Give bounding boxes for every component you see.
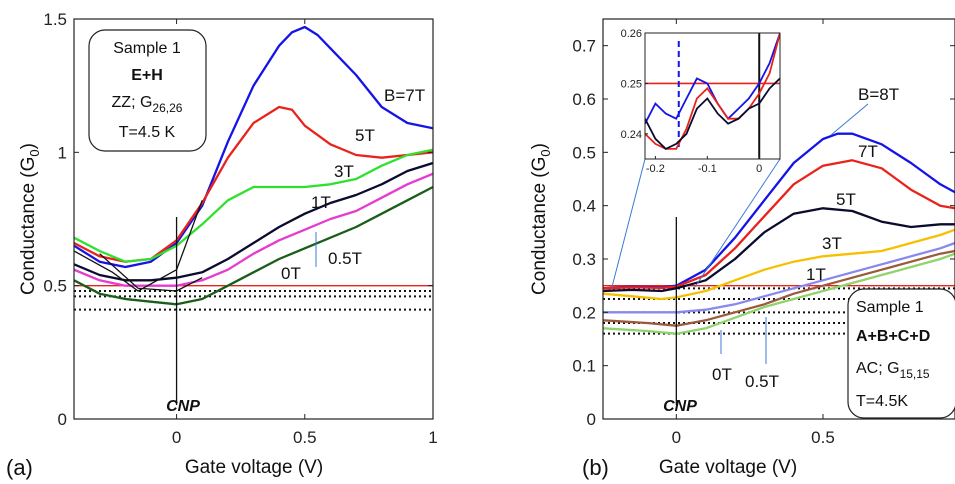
- ticks-a: 0 0.5 1 0 0.5 1 1.5: [43, 10, 437, 447]
- inset-connector-right: [694, 158, 781, 288]
- b-y-tick-label-2: 0.2: [572, 303, 596, 322]
- inset-frame: [644, 32, 781, 160]
- curve-label-b-5T: 5T: [836, 190, 856, 209]
- b-y-tick-label-5: 0.5: [572, 143, 596, 162]
- reference-lines-a: [74, 284, 433, 311]
- b-x-tick-label-0: 0: [672, 428, 681, 447]
- inset-b: -0.2 -0.1 0 0.24 0.25 0.26: [621, 28, 781, 175]
- panel-a: 0 0.5 1 0 0.5 1 1.5 Conductance (G0) Gate volt…: [6, 10, 438, 480]
- a-x-tick-label-1: 0.5: [293, 428, 317, 447]
- inset-y-tick-label-0: 0.24: [621, 129, 642, 141]
- info-config-b: AC; G15,15: [856, 360, 930, 381]
- curve-label-a-0T: 0T: [281, 264, 301, 283]
- inset-x-tick-label-0: -0.2: [646, 163, 665, 175]
- curve-label-b-8T: B=8T: [858, 85, 899, 104]
- curve-label-a-5T: 5T: [355, 126, 375, 145]
- b-series-line-2: [603, 207, 955, 293]
- curve-label-a-7T: B=7T: [384, 86, 425, 105]
- a-x-tick-label-0: 0: [172, 428, 181, 447]
- panel-label-b: (b): [582, 455, 609, 480]
- b-y-tick-label-4: 0.4: [572, 197, 596, 216]
- b-x-tick-label-1: 0.5: [811, 428, 835, 447]
- curve-label-a-3T: 3T: [334, 162, 354, 181]
- a-y-tick-label-1: 0.5: [43, 277, 67, 296]
- a-series-line-3: [74, 161, 433, 282]
- ticks-b: 0 0.5 0 0.1 0.2 0.3 0.4 0.5 0.6 0.7: [572, 19, 955, 447]
- b-series-line-3: [603, 228, 955, 301]
- inset-y-tick-label-2: 0.26: [621, 28, 642, 40]
- a-extra-line-1: [99, 253, 203, 292]
- y-axis-title-b: Conductance (G0): [529, 143, 553, 295]
- panel-b: 0 0.5 0 0.1 0.2 0.3 0.4 0.5 0.6 0.7 Conductance (…: [529, 18, 955, 480]
- panel-label-a: (a): [6, 455, 33, 480]
- inset-x-tick-label-1: -0.1: [698, 163, 717, 175]
- a-extra-line-0: [74, 200, 203, 292]
- curve-label-b-1T: 1T: [806, 265, 826, 284]
- b-y-tick-label-0: 0: [587, 410, 596, 429]
- a-series-line-4: [74, 172, 433, 287]
- b-series-line-1: [603, 159, 955, 290]
- info-sample-b: Sample 1: [856, 299, 924, 316]
- info-sample-a: Sample 1: [113, 40, 181, 57]
- x-axis-title-a: Gate voltage (V): [185, 457, 323, 478]
- a-series-line-0: [74, 25, 433, 269]
- inset-ticks: -0.2 -0.1 0 0.24 0.25 0.26: [621, 28, 763, 175]
- b-y-tick-label-7: 0.7: [572, 37, 596, 56]
- info-box-b: Sample 1 A+B+C+D AC; G15,15 T=4.5K: [847, 288, 955, 419]
- info-regions-a: E+H: [131, 67, 163, 84]
- curve-label-b-0-5T: 0.5T: [745, 372, 779, 391]
- curve-label-a-0-5T: 0.5T: [328, 249, 362, 268]
- a-x-tick-label-2: 1: [428, 428, 437, 447]
- a-y-tick-label-2: 1: [58, 143, 67, 162]
- curve-label-b-0T: 0T: [712, 365, 732, 384]
- cnp-label-a: CNP: [166, 398, 200, 415]
- inset-series-line-2: [645, 77, 780, 150]
- curve-label-b-3T: 3T: [822, 234, 842, 253]
- info-box-a: Sample 1 E+H ZZ; G26,26 T=4.5 K: [88, 29, 207, 152]
- info-regions-b: A+B+C+D: [856, 328, 930, 345]
- axes-frame-a: [73, 18, 434, 420]
- curve-label-b-7T: 7T: [858, 142, 878, 161]
- b-y-tick-label-3: 0.3: [572, 250, 596, 269]
- inset-y-tick-label-1: 0.25: [621, 78, 642, 90]
- extra-lines-a: [74, 200, 203, 292]
- info-temperature-a: T=4.5 K: [119, 124, 176, 141]
- x-axis-title-b: Gate voltage (V): [659, 457, 797, 478]
- a-y-tick-label-3: 1.5: [43, 10, 67, 29]
- b-y-tick-label-6: 0.6: [572, 90, 596, 109]
- info-box-frame-a: [88, 29, 207, 152]
- curve-label-a-1T: 1T: [311, 193, 331, 212]
- info-box-frame-b: [847, 288, 955, 419]
- a-y-tick-label-0: 0: [58, 410, 67, 429]
- b-y-tick-label-1: 0.1: [572, 357, 596, 376]
- a-series-line-2: [74, 148, 433, 263]
- info-config-a: ZZ; G26,26: [112, 94, 183, 115]
- series-group-a: [74, 25, 433, 306]
- info-temperature-b: T=4.5K: [856, 393, 908, 410]
- inset-series-group: [645, 33, 780, 159]
- cnp-label-b: CNP: [663, 398, 697, 415]
- a-series-line-5: [74, 185, 433, 306]
- inset-connector-left: [611, 158, 646, 288]
- inset-series-line-0: [645, 33, 780, 125]
- y-axis-title-a: Conductance (G0): [18, 143, 42, 295]
- axes-frame-b: [602, 18, 955, 420]
- pointer-b-8T: [830, 103, 869, 136]
- inset-x-tick-label-2: 0: [756, 163, 762, 175]
